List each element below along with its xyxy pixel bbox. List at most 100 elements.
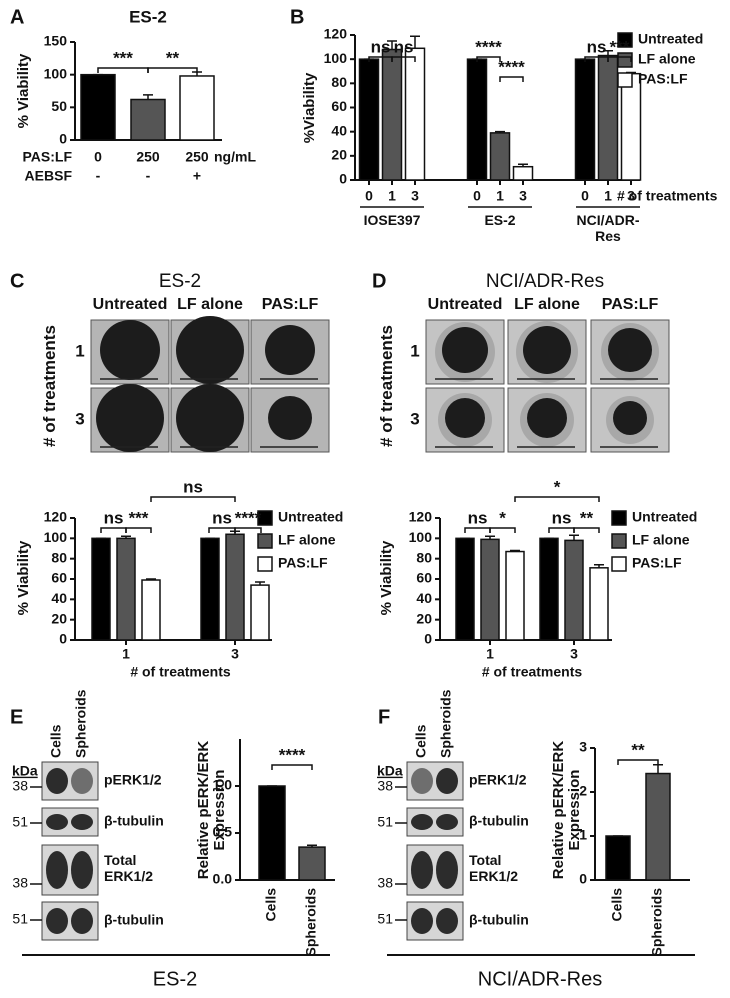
spheroid	[523, 326, 571, 374]
row-value: 250	[185, 149, 209, 165]
bar	[91, 537, 111, 641]
row-value: 0	[94, 149, 102, 165]
x-tick-label: 3	[231, 646, 239, 662]
y-tick-label: 120	[409, 509, 433, 525]
lane-label: Spheroids	[438, 689, 454, 758]
bar	[489, 132, 511, 181]
column-label: Untreated	[93, 296, 168, 313]
row-axis-label: # of treatments	[40, 325, 59, 447]
y-tick-label: 120	[44, 509, 68, 525]
cell-line-label: ES-2	[153, 968, 197, 990]
marker-label: 51	[377, 911, 393, 927]
x-tick-label: 3	[519, 188, 527, 204]
significance-label: ns	[394, 37, 414, 56]
significance-bracket	[234, 527, 262, 533]
significance-bracket	[125, 527, 152, 533]
x-tick-label: 1	[604, 188, 612, 204]
spheroid	[265, 325, 315, 375]
y-tick-label: 60	[416, 570, 432, 586]
band	[411, 814, 433, 830]
lane-label: Cells	[48, 724, 64, 758]
y-tick-label: 100	[324, 50, 348, 66]
significance-label: **	[166, 48, 180, 67]
band	[46, 814, 68, 830]
band	[411, 768, 433, 794]
significance-bracket	[489, 527, 516, 533]
row-value: 250	[136, 149, 160, 165]
y-tick-label: 100	[44, 529, 68, 545]
marker-label: 38	[377, 875, 393, 891]
y-tick-label: 80	[331, 74, 347, 90]
x-tick-label: Cells	[609, 888, 625, 922]
significance-bracket	[573, 527, 600, 533]
x-tick-label: 3	[570, 646, 578, 662]
row-label: 1	[75, 341, 84, 360]
y-tick-label: 1	[579, 827, 587, 843]
group-label: IOSE397	[363, 212, 421, 228]
spheroid	[96, 384, 164, 452]
x-tick-label: 3	[411, 188, 419, 204]
significance-label: ****	[498, 57, 525, 76]
blot-label: β-tubulin	[469, 912, 529, 928]
significance-label: ***	[113, 48, 133, 67]
y-tick-label: 0	[424, 631, 432, 647]
band	[411, 908, 433, 934]
y-axis-label: % Viability	[15, 53, 32, 129]
significance-label: ns	[104, 508, 124, 527]
blot-label: pERK1/2	[104, 772, 162, 788]
x-tick-label: 0	[365, 188, 373, 204]
error-bar	[569, 534, 579, 541]
y-axis-label: % Viability	[378, 540, 395, 616]
legend-label: PAS:LF	[632, 555, 682, 571]
x-axis-label: # of treatments	[130, 664, 231, 680]
marker-label: 51	[12, 814, 28, 830]
row-label: 3	[410, 409, 419, 428]
lane-label: Cells	[413, 724, 429, 758]
significance-label: **	[580, 508, 594, 527]
x-tick-label: 0	[473, 188, 481, 204]
blot-label: Total ERK1/2	[469, 852, 519, 884]
legend-swatch	[257, 533, 273, 549]
y-tick-label: 60	[51, 570, 67, 586]
y-tick-label: 40	[331, 122, 347, 138]
marker-label: 38	[377, 778, 393, 794]
y-tick-label: 0.5	[213, 824, 233, 840]
band	[436, 908, 458, 934]
y-tick-label: 3	[579, 739, 587, 755]
bar	[574, 58, 596, 181]
column-label: LF alone	[514, 296, 580, 313]
x-tick-label: 1	[486, 646, 494, 662]
column-label: LF alone	[177, 296, 243, 313]
column-label: PAS:LF	[602, 296, 659, 313]
x-tick-label: Spheroids	[649, 888, 665, 957]
bar	[141, 579, 161, 641]
spheroid	[176, 384, 244, 452]
error-bar	[143, 94, 153, 100]
bar	[200, 537, 220, 641]
marker-label: 51	[377, 814, 393, 830]
y-tick-label: 20	[416, 610, 432, 626]
error-bar	[410, 35, 420, 49]
unit-label: kDa	[12, 763, 38, 779]
y-tick-label: 0	[339, 171, 347, 187]
significance-bracket	[147, 67, 198, 73]
significance-bracket	[607, 56, 632, 62]
error-bar	[495, 130, 505, 133]
significance-bracket	[271, 764, 313, 770]
bar	[505, 550, 525, 641]
spheroid	[527, 398, 567, 438]
y-axis-label: Relative pERK/ERK Expression	[550, 740, 583, 880]
y-tick-label: 40	[416, 590, 432, 606]
legend-swatch	[257, 556, 273, 572]
legend-swatch	[611, 556, 627, 572]
y-tick-label: 0	[59, 131, 67, 147]
row-axis-label: # of treatments	[377, 325, 396, 447]
significance-label: **	[631, 740, 645, 759]
band	[436, 851, 458, 889]
legend-swatch	[257, 510, 273, 526]
legend-label: LF alone	[632, 532, 690, 548]
panel-label: F	[378, 706, 390, 728]
bar	[258, 785, 286, 881]
legend-swatch	[611, 510, 627, 526]
bar	[512, 165, 534, 181]
